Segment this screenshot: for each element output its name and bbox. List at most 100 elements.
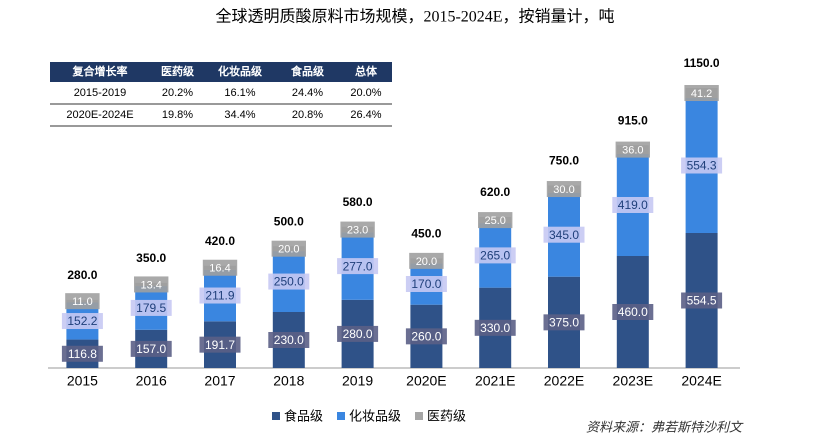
x-tick-label: 2022E [544, 373, 584, 389]
legend-swatch [415, 412, 423, 420]
value-label: 152.2 [67, 314, 97, 328]
total-label: 280.0 [67, 268, 97, 282]
total-label: 420.0 [205, 234, 235, 248]
table-cell: 34.4% [224, 109, 255, 121]
table-cell: 26.4% [350, 109, 381, 121]
value-label-bg [202, 259, 238, 276]
source: 资料来源：弗若斯特沙利文 [586, 419, 744, 434]
table-cell: 16.1% [224, 87, 255, 99]
value-label: 345.0 [549, 228, 579, 242]
value-label: 30.0 [553, 184, 574, 196]
value-label: 554.3 [687, 159, 717, 173]
value-label-bg [65, 293, 100, 310]
value-label-bg [543, 314, 585, 331]
x-tick-label: 2015 [67, 373, 98, 389]
value-label: 250.0 [274, 275, 304, 289]
value-label: 330.0 [480, 321, 510, 335]
value-label: 460.0 [618, 305, 648, 319]
value-label: 170.0 [411, 277, 441, 291]
total-label: 1150.0 [684, 56, 720, 70]
value-label-bg [474, 319, 516, 336]
table-cell: 20.0% [350, 87, 381, 99]
value-label-bg [61, 345, 103, 362]
total-label: 500.0 [274, 214, 304, 228]
x-tick-label: 2016 [136, 373, 167, 389]
x-tick-label: 2018 [273, 373, 304, 389]
value-label: 375.0 [549, 316, 579, 330]
value-label: 265.0 [480, 249, 510, 263]
value-label-bg [199, 336, 241, 353]
value-label: 179.5 [136, 301, 166, 315]
table-cell: 20.2% [162, 87, 193, 99]
total-label: 620.0 [480, 185, 510, 199]
x-tick-label: 2024E [681, 373, 721, 389]
table-header: 化妆品级 [218, 64, 263, 78]
value-label-bg [405, 328, 447, 345]
value-label-bg [546, 181, 582, 198]
x-tick-label: 2019 [342, 373, 373, 389]
value-label-bg [681, 157, 723, 174]
value-label: 280.0 [343, 327, 373, 341]
x-tick-label: 2023E [613, 373, 653, 389]
legend-label: 食品级 [284, 408, 323, 423]
table-header: 医药级 [161, 64, 195, 78]
value-label: 277.0 [343, 259, 373, 273]
value-label-bg [474, 247, 516, 264]
table-header: 总体 [355, 64, 378, 78]
value-label-bg [61, 313, 103, 330]
value-label-bg [681, 292, 723, 309]
value-label-bg [199, 287, 241, 304]
value-label-bg [612, 196, 654, 213]
value-label-bg [130, 299, 172, 316]
value-label: 23.0 [347, 224, 368, 236]
value-label-bg [271, 240, 306, 257]
value-label-bg [340, 221, 375, 238]
x-tick-label: 2020E [406, 373, 446, 389]
total-label: 580.0 [343, 195, 373, 209]
total-label: 750.0 [549, 154, 579, 168]
table-cell: 19.8% [162, 109, 193, 121]
value-label-bg [684, 85, 719, 102]
chart-title: 全球透明质酸原料市场规模，2015-2024E，按销量计，吨 [215, 8, 614, 26]
value-label: 36.0 [622, 145, 643, 157]
legend-swatch [272, 412, 280, 420]
total-label: 450.0 [411, 227, 441, 241]
table-cell: 24.4% [292, 87, 323, 99]
total-label: 915.0 [618, 113, 648, 127]
value-label-bg [409, 252, 444, 269]
table-cell: 2020E-2024E [66, 109, 133, 121]
x-tick-label: 2021E [475, 373, 515, 389]
value-label: 157.0 [136, 342, 166, 356]
value-label: 554.5 [687, 294, 717, 308]
x-tick-label: 2017 [204, 373, 235, 389]
value-label-bg [337, 258, 379, 275]
value-label-bg [130, 340, 172, 357]
table-header: 复合增长率 [72, 64, 128, 78]
table-cell: 20.8% [292, 109, 323, 121]
table-header-bg [50, 62, 392, 82]
value-label-bg [543, 226, 585, 243]
legend-label: 化妆品级 [349, 408, 401, 423]
value-label: 11.0 [72, 296, 93, 308]
table-header: 食品级 [291, 64, 325, 78]
value-label-bg [268, 332, 310, 348]
value-label-bg [615, 141, 650, 158]
value-label: 20.0 [416, 256, 437, 268]
value-label: 41.2 [691, 88, 712, 100]
value-label: 230.0 [274, 333, 304, 347]
value-label: 191.7 [205, 338, 235, 352]
table-cell: 2015-2019 [74, 87, 127, 99]
value-label: 13.4 [140, 279, 161, 291]
value-label-bg [134, 276, 169, 293]
total-label: 350.0 [136, 251, 166, 265]
value-label: 116.8 [68, 347, 97, 361]
value-label: 211.9 [205, 289, 234, 303]
value-label-bg [268, 273, 310, 290]
value-label: 419.0 [618, 198, 648, 212]
value-label-bg [337, 325, 379, 342]
value-label: 25.0 [484, 215, 505, 227]
value-label: 260.0 [411, 330, 441, 344]
value-label: 16.4 [209, 263, 230, 275]
value-label: 20.0 [278, 244, 299, 256]
